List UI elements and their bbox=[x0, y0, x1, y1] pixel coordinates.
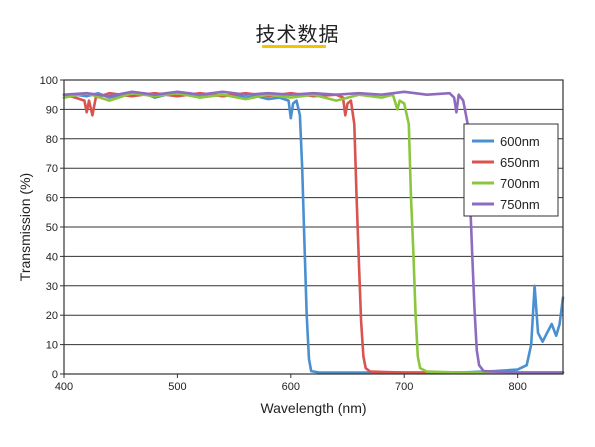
y-tick-label: 100 bbox=[40, 75, 58, 87]
y-tick-label: 20 bbox=[46, 310, 58, 322]
y-tick-label: 0 bbox=[52, 369, 58, 381]
title-underline bbox=[262, 45, 326, 48]
y-tick-label: 40 bbox=[46, 251, 58, 263]
series-line-650nm bbox=[62, 91, 565, 374]
legend-label: 700nm bbox=[500, 176, 540, 191]
x-tick-label: 500 bbox=[168, 381, 186, 393]
axis-ticks: 0 10 20 30 40 50 60 70 80 90 100 400 500 600 700 800 bbox=[40, 75, 527, 393]
x-axis-label: Wavelength (nm) bbox=[260, 400, 366, 416]
y-tick-label: 80 bbox=[46, 134, 58, 146]
page-title: 技术数据 bbox=[255, 22, 340, 46]
x-tick-label: 400 bbox=[55, 381, 73, 393]
y-tick-label: 70 bbox=[46, 163, 58, 175]
legend-label: 750nm bbox=[500, 197, 540, 212]
x-tick-label: 800 bbox=[508, 381, 526, 393]
y-axis-label: Transmission (%) bbox=[17, 173, 33, 281]
legend-label: 650nm bbox=[500, 155, 540, 170]
y-tick-label: 30 bbox=[46, 281, 58, 293]
y-tick-label: 90 bbox=[46, 104, 58, 116]
series-lines bbox=[62, 90, 565, 374]
x-tick-label: 600 bbox=[282, 381, 300, 393]
y-tick-label: 60 bbox=[46, 193, 58, 205]
legend-box bbox=[463, 123, 559, 217]
series-line-750nm bbox=[62, 90, 565, 374]
legend: 600nm 650nm 700nm 750nm bbox=[463, 123, 559, 217]
y-tick-label: 50 bbox=[46, 222, 58, 234]
y-tick-label: 10 bbox=[46, 340, 58, 352]
series-line-700nm bbox=[62, 91, 565, 374]
legend-label: 600nm bbox=[500, 134, 540, 149]
x-tick-label: 700 bbox=[395, 381, 413, 393]
